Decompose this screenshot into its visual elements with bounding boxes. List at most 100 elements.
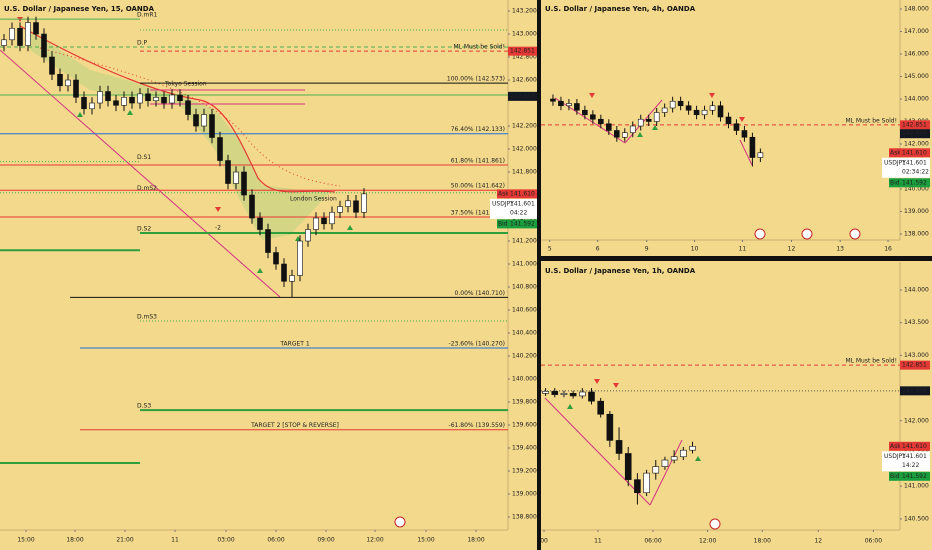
- candle-body: [542, 391, 549, 394]
- candle-body: [621, 132, 628, 138]
- ask-prefix-label: Ask: [890, 149, 901, 156]
- annotation: London Session: [290, 196, 337, 203]
- candle-body: [569, 393, 577, 397]
- y-tick-label: 147.000: [904, 28, 929, 35]
- y-tick-label: 140.800: [512, 284, 537, 291]
- price-tag: [900, 148, 930, 158]
- price-tag-label: 141.592: [510, 220, 535, 227]
- x-tick-label: 06:00: [865, 538, 882, 545]
- candle-body: [297, 240, 303, 276]
- candle-body: [201, 114, 207, 127]
- candle-body: [217, 137, 223, 161]
- moving-average-band: [39, 47, 341, 187]
- x-tick-label: 06:00: [644, 538, 661, 545]
- candle-body: [305, 229, 311, 242]
- price-tag-label: 141.610: [902, 443, 927, 450]
- y-tick-label: 141.800: [512, 169, 537, 176]
- y-tick-label: 138.800: [512, 514, 537, 521]
- candle-body: [321, 217, 327, 225]
- candle-body: [725, 116, 732, 125]
- y-tick-label: 140.000: [512, 376, 537, 383]
- candle-body: [313, 217, 319, 230]
- y-tick-label: 139.800: [512, 399, 537, 406]
- candle-body: [177, 94, 183, 102]
- candle-body: [652, 466, 660, 474]
- x-tick-label: 5: [548, 246, 552, 253]
- candle-body: [574, 103, 580, 111]
- signals-sell: [17, 17, 745, 388]
- price-tag: [900, 471, 930, 481]
- candle-body: [257, 217, 263, 230]
- candle-body: [709, 105, 716, 111]
- panel-divider: [537, 0, 541, 550]
- candle-body: [749, 136, 756, 158]
- x-tick-label: 21:00: [116, 537, 133, 544]
- bid-prefix: [497, 219, 508, 229]
- candle-body: [558, 100, 564, 107]
- candle-body: [9, 27, 15, 41]
- x-tick-label: 9: [645, 246, 649, 253]
- bid-prefix-label: Bid: [498, 220, 508, 227]
- price-tag: [508, 91, 538, 101]
- candle-body: [25, 22, 31, 46]
- x-tick-label: 12: [814, 538, 822, 545]
- candle-body: [97, 91, 103, 104]
- x-tick-label: 12: [788, 246, 796, 253]
- y-tick-label: 143.200: [512, 8, 537, 15]
- level-label: D.P: [137, 40, 148, 47]
- candle-body: [265, 229, 271, 253]
- candle-body: [670, 456, 678, 461]
- candle-body: [49, 56, 55, 75]
- x-tick-label: 11: [594, 538, 602, 545]
- ask-prefix: [889, 148, 900, 158]
- level-label: 37.50% (141.409): [451, 209, 505, 216]
- quote-box: [882, 157, 930, 178]
- x-tick-label: 6: [596, 246, 600, 253]
- y-tick-label: 139.400: [512, 445, 537, 452]
- bid-prefix-label: Bid: [890, 179, 900, 186]
- candle-body: [757, 152, 764, 158]
- candle-body: [733, 123, 740, 131]
- chart-title: U.S. Dollar / Japanese Yen, 4h, OANDA: [545, 5, 696, 13]
- price-tag-label: 142.458: [902, 130, 927, 137]
- candle-body: [550, 98, 556, 102]
- price-tag-label: 142.458: [510, 93, 535, 100]
- candle-body: [113, 100, 119, 106]
- x-tick-label: 09:00: [317, 537, 334, 544]
- y-tick-label: 142.000: [904, 417, 929, 424]
- candle-body: [233, 171, 239, 184]
- candle-body: [329, 211, 335, 225]
- candle-body: [669, 100, 676, 109]
- price-tag: [900, 441, 930, 451]
- y-tick-label: 140.600: [512, 307, 537, 314]
- y-tick-label: 143.500: [904, 319, 929, 326]
- candle-body: [661, 459, 669, 467]
- quote-box: [490, 198, 538, 219]
- candle-body: [566, 103, 572, 107]
- price-tag: [508, 189, 538, 199]
- candle-body: [588, 391, 595, 402]
- level-label: D.S3: [137, 403, 151, 410]
- level-label: D.S2: [137, 225, 151, 232]
- candle-body: [685, 105, 692, 111]
- candle-body: [680, 449, 687, 458]
- price-tag-label: 141.610: [510, 190, 535, 197]
- y-tick-label: 140.000: [904, 185, 929, 192]
- price-tag-label: 141.592: [902, 473, 927, 480]
- price-tag: [900, 120, 930, 130]
- level-label: 61.80% (141.861): [451, 158, 505, 165]
- candle-body: [241, 171, 247, 196]
- y-tick-label: 142.000: [904, 140, 929, 147]
- candle-body: [560, 393, 568, 395]
- quote-symbol: USDJPY: [884, 159, 906, 166]
- y-tick-label: 144.000: [904, 95, 929, 102]
- level-label: -61.80% (139.559): [449, 422, 505, 429]
- candle-body: [643, 472, 650, 494]
- candle-body: [693, 109, 700, 116]
- price-tag: [900, 360, 930, 370]
- level-label: ML Must be Sold!: [845, 358, 897, 365]
- x-tick-label: 11: [739, 246, 747, 253]
- trend-line: [544, 397, 651, 506]
- price-tag: [508, 219, 538, 229]
